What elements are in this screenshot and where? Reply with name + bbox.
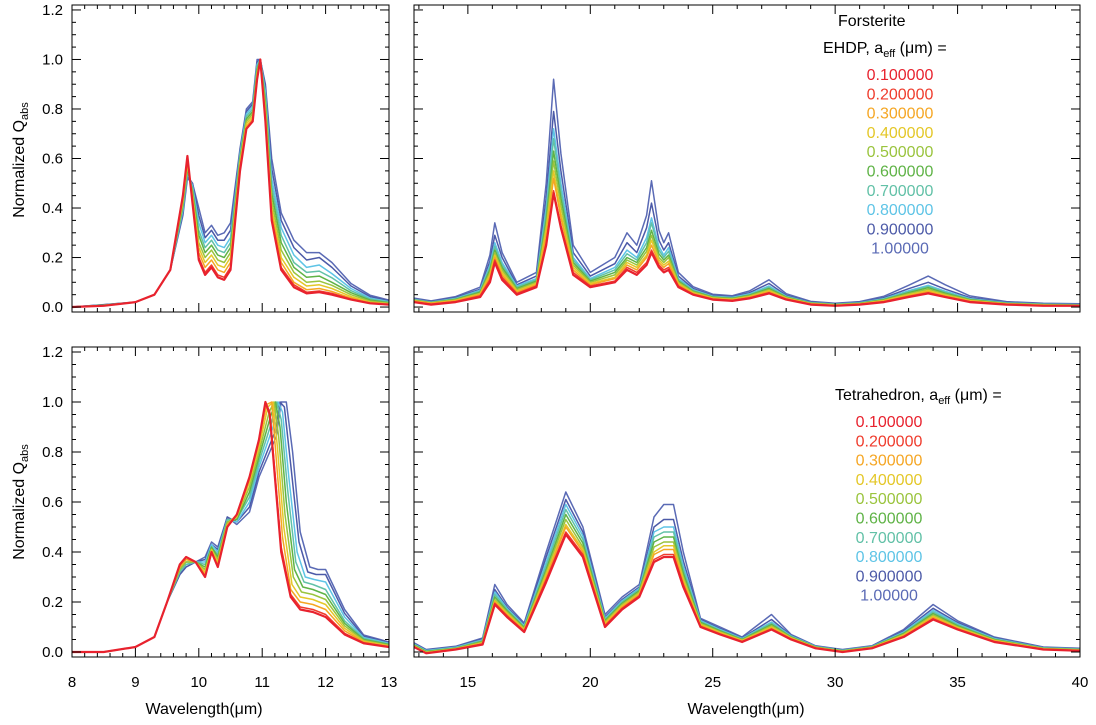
y-tick-label: 1.2 [42,344,63,361]
series-line-1 [414,192,1080,307]
x-tick-label: 8 [68,674,76,691]
series-line-9 [414,498,1080,651]
panels: 0.0 0.2 0.4 0.6 0.8 1.0 1.2 8 9 10 11 12 13 0.0 0.2 0.4… [42,2,1088,691]
plot-frame [413,4,1081,313]
y-tick-label: 1.0 [42,51,63,68]
y-tick-label: 0.4 [42,200,63,217]
xlabel-left: Wavelength(μm) [145,701,262,718]
legend-entry: 0.600000 [867,164,934,181]
legend-entry: 1.00000 [871,241,929,258]
x-tick-label: 35 [949,674,966,691]
legend-bottom-prefix: Tetrahedron, a [835,387,938,404]
series-line-7 [414,508,1080,652]
legend-top-sub: eff [883,48,896,60]
x-tick-label: 11 [254,674,270,691]
legend-bottom-suffix: (μm) = [950,387,1001,404]
legend-entry: 0.500000 [867,144,934,161]
legend-top: Forsterite EHDP, aeff (μm) = 0.100000 0.2… [823,13,947,258]
series-line-1 [414,533,1080,655]
legend-entry: 0.100000 [856,414,923,431]
legend-top-prefix: EHDP, a [823,40,883,57]
legend-entry: 0.800000 [856,549,923,566]
ylabel-top: Normalized Qabs [11,102,31,218]
series-line-7 [72,401,389,653]
series-line-10 [414,78,1080,305]
y-tick-label: 0.6 [42,494,63,511]
series-line-1 [72,400,389,654]
legend-top-title-line1: Forsterite [838,13,906,30]
x-tick-label: 15 [460,674,477,691]
x-tick-label: 30 [827,674,844,691]
legend-entry: 0.700000 [867,183,934,200]
panel-top-right [413,4,1081,313]
y-tick-label: 0.2 [42,594,63,611]
legend-entry: 0.200000 [856,433,923,450]
series-group [414,491,1080,655]
y-tick-label: 1.0 [42,394,63,411]
series-group [414,78,1080,307]
x-tick-label: 12 [317,674,334,691]
panel-bottom-left: 8 9 10 11 12 13 0.0 0.2 0.4 0.6 0.8 1.0 1.2 [42,344,397,691]
legend-entry: 0.400000 [856,472,923,489]
legend-entry: 0.900000 [867,221,934,238]
panel-top-left: 0.0 0.2 0.4 0.6 0.8 1.0 1.2 [42,2,390,316]
series-group [72,400,389,654]
y-tick-label: 0.0 [42,644,63,661]
legend-entry: 0.600000 [856,511,923,528]
x-tick-label: 20 [582,674,599,691]
x-tick-label: 40 [1072,674,1089,691]
legend-bottom-entries: 0.100000 0.200000 0.300000 0.400000 0.500000… [856,414,923,605]
ylabel-bottom: Normalized Qabs [11,444,31,560]
legend-entry: 0.300000 [867,106,934,123]
y-tick-label: 0.8 [42,444,63,461]
legend-entry: 1.00000 [860,588,918,605]
ylabel-top-sub: abs [19,102,31,120]
xlabel-right: Wavelength(μm) [687,701,804,718]
series-line-10 [414,491,1080,651]
legend-entry: 0.700000 [856,530,923,547]
y-tick-label: 0.2 [42,250,63,267]
legend-entry: 0.200000 [867,86,934,103]
series-line-8 [414,503,1080,652]
legend-entry: 0.300000 [856,453,923,470]
legend-top-title-line2: EHDP, aeff (μm) = [823,40,947,60]
legend-bottom: Tetrahedron, aeff (μm) = 0.100000 0.20000… [835,387,1002,605]
x-tick-label: 25 [704,674,721,691]
legend-entry: 0.400000 [867,125,934,142]
y-tick-label: 0.6 [42,151,63,168]
ylabel-bottom-sub: abs [19,444,31,462]
panel-bottom-right: 15 20 25 30 35 40 [413,346,1089,691]
ylabel-top-main: Normalized Q [11,120,28,218]
series-line-1 [72,58,389,309]
legend-bottom-sub: eff [938,395,951,407]
series-line-9 [414,110,1080,306]
y-tick-label: 0.0 [42,299,63,316]
legend-entry: 0.500000 [856,491,923,508]
legend-entry: 0.100000 [867,67,934,84]
legend-entry: 0.900000 [856,568,923,585]
legend-top-suffix: (μm) = [895,40,946,57]
ylabel-bottom-main: Normalized Q [11,462,28,560]
legend-top-entries: 0.100000 0.200000 0.300000 0.400000 0.500000… [867,67,934,258]
legend-entry: 0.800000 [867,202,934,219]
y-tick-label: 0.8 [42,101,63,118]
y-tick-label: 1.2 [42,2,63,19]
x-tick-label: 13 [381,674,398,691]
series-group [72,58,389,309]
y-tick-label: 0.4 [42,544,63,561]
x-tick-label: 10 [190,674,207,691]
x-tick-label: 9 [131,674,139,691]
legend-bottom-title: Tetrahedron, aeff (μm) = [835,387,1002,407]
